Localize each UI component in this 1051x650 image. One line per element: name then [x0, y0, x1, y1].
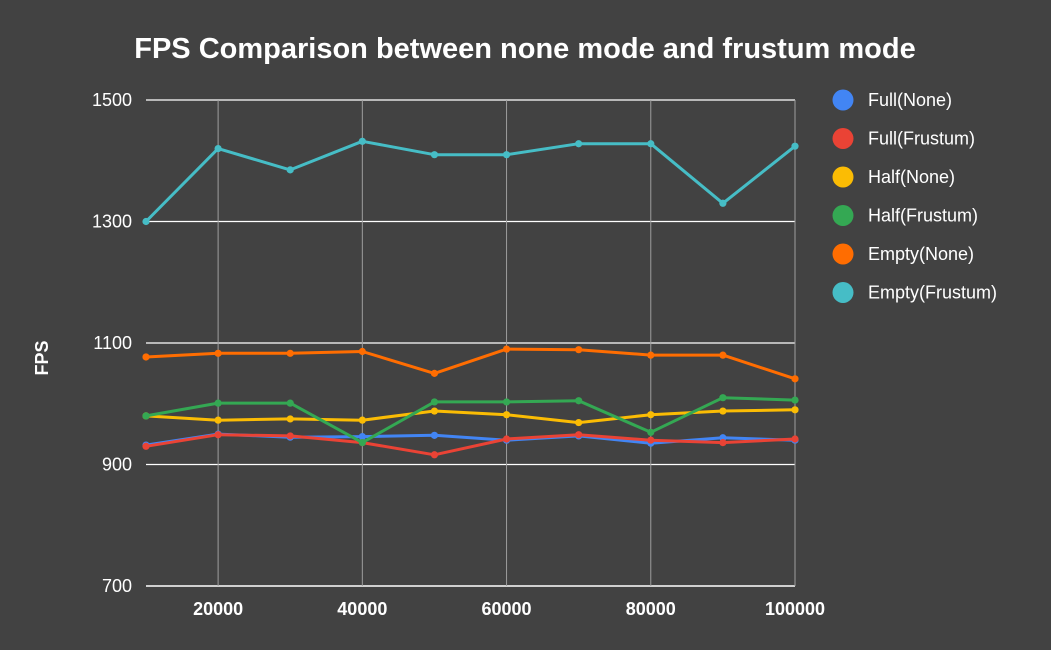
legend-label: Full(None): [868, 90, 952, 110]
axis-layer: 1500 1300 1100 900 700 20000 40000 60000 80000 10…: [92, 90, 825, 619]
data-point: [719, 394, 727, 402]
data-point: [430, 451, 439, 459]
data-point: [647, 428, 655, 436]
legend-item: Half(None): [832, 166, 955, 188]
series-line: [144, 433, 797, 457]
data-point: [214, 349, 222, 357]
y-tick-label: 700: [102, 576, 132, 596]
data-point: [214, 399, 222, 407]
data-point: [647, 351, 655, 359]
data-point: [430, 398, 439, 406]
data-point: [358, 432, 366, 441]
data-point: [286, 432, 294, 440]
y-tick-label: 1100: [93, 333, 132, 353]
data-point: [502, 435, 511, 443]
data-point: [575, 346, 583, 354]
data-point: [647, 411, 655, 419]
data-point: [142, 442, 150, 450]
y-tick-label: 900: [102, 455, 132, 475]
data-point: [286, 415, 294, 423]
x-tick-label: 40000: [337, 599, 387, 619]
data-point: [719, 351, 727, 359]
data-point: [719, 407, 727, 415]
data-point: [214, 431, 222, 439]
x-tick-label: 60000: [482, 599, 532, 619]
series-group: [142, 394, 799, 447]
series-line: [144, 408, 797, 425]
legend-swatch: [832, 205, 854, 226]
data-point: [142, 217, 150, 226]
data-point: [502, 411, 511, 419]
data-point: [358, 137, 366, 145]
data-point: [430, 369, 439, 377]
series-group: [142, 137, 799, 226]
data-point: [575, 418, 583, 427]
data-point: [502, 398, 511, 406]
y-tick-label: 1300: [92, 212, 132, 232]
data-point: [358, 439, 366, 447]
series-group: [142, 345, 799, 383]
data-point: [286, 166, 294, 174]
data-point: [286, 399, 294, 407]
y-axis-label: FPS: [32, 340, 52, 375]
data-point: [358, 416, 366, 424]
x-tick-label: 80000: [626, 599, 676, 619]
legend-item: Full(None): [832, 89, 952, 111]
data-point: [575, 140, 583, 148]
legend-swatch: [832, 128, 854, 149]
data-point: [430, 151, 439, 159]
x-tick-label: 20000: [193, 599, 243, 619]
data-point: [502, 151, 511, 159]
legend-swatch: [832, 243, 854, 265]
series-group: [142, 431, 799, 459]
data-point: [791, 375, 799, 383]
data-point: [358, 347, 366, 356]
data-point: [142, 412, 150, 420]
data-point: [647, 140, 655, 148]
chart-title: FPS Comparison between none mode and fru…: [134, 33, 915, 65]
legend-item: Empty(None): [832, 243, 974, 265]
data-point: [791, 406, 799, 414]
legend-item: Empty(Frustum): [832, 282, 997, 303]
x-tick-label: 100000: [765, 599, 825, 619]
legend-label: Empty(Frustum): [868, 283, 997, 303]
data-point: [575, 431, 583, 439]
series-line: [144, 347, 797, 381]
legend-label: Full(Frustum): [868, 129, 975, 149]
data-point: [791, 435, 799, 443]
data-point: [502, 345, 511, 353]
legend-label: Half(None): [868, 167, 955, 187]
data-point: [214, 416, 222, 424]
data-point: [791, 396, 799, 404]
data-point: [430, 431, 439, 439]
data-point: [286, 349, 294, 357]
y-tick-label: 1500: [92, 90, 132, 110]
legend-swatch: [832, 282, 854, 303]
data-point: [719, 199, 727, 207]
legend: Full(None) Full(Frustum) Half(None) Half(Fr…: [832, 89, 997, 303]
data-point: [791, 142, 799, 150]
data-point: [214, 145, 222, 153]
data-point: [719, 439, 727, 447]
legend-label: Half(Frustum): [868, 206, 978, 226]
data-point: [575, 397, 583, 405]
legend-swatch: [832, 89, 854, 111]
series-layer: [142, 137, 799, 459]
grid-layer: [146, 99, 796, 587]
series-line: [144, 139, 797, 223]
series-line: [144, 396, 797, 445]
data-point: [647, 436, 655, 444]
legend-swatch: [832, 166, 854, 188]
legend-label: Empty(None): [868, 244, 974, 264]
data-point: [142, 353, 150, 361]
legend-item: Full(Frustum): [832, 128, 975, 149]
data-point: [430, 407, 439, 415]
legend-item: Half(Frustum): [832, 205, 978, 226]
